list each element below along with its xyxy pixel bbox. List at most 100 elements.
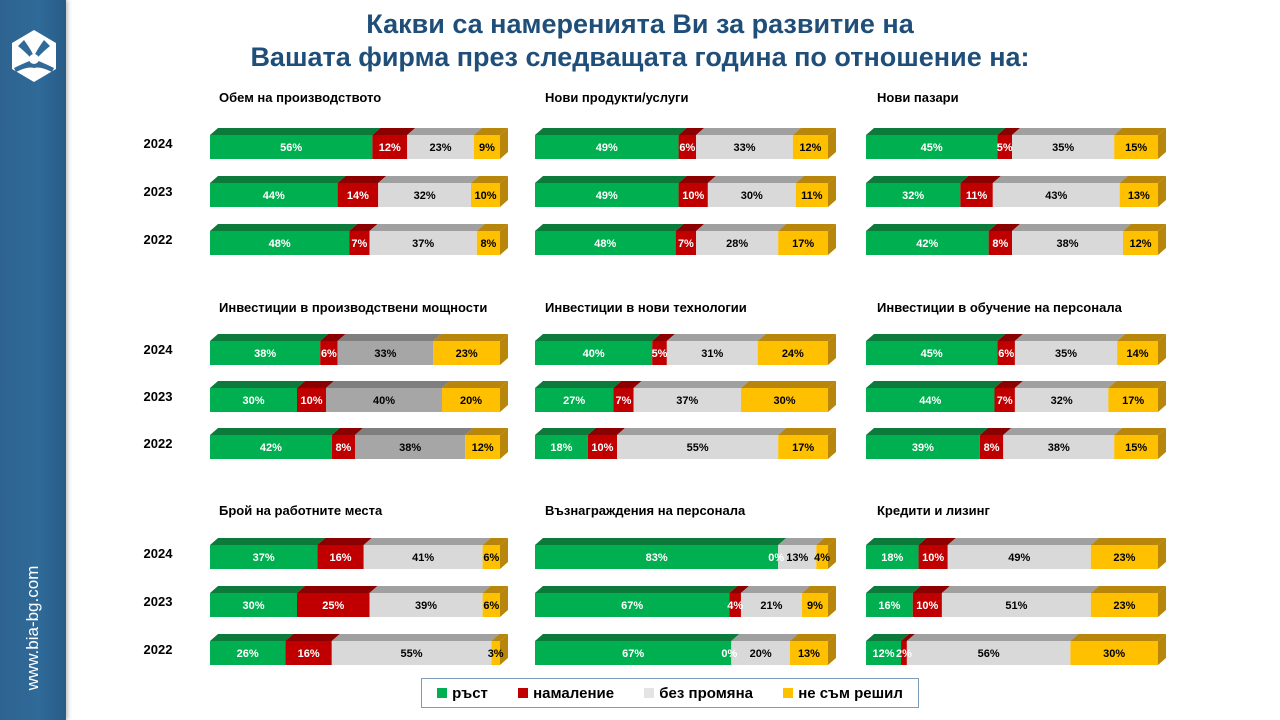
bar-side bbox=[1158, 428, 1166, 459]
bar-segment-no_change bbox=[363, 545, 483, 569]
bar-segment-decrease bbox=[988, 231, 1012, 255]
bar-segment-growth bbox=[535, 341, 653, 365]
bar-segment-no_change bbox=[355, 435, 466, 459]
bar-top-undecided bbox=[1114, 428, 1166, 435]
legend-label: без промяна bbox=[659, 684, 753, 702]
bar-top-decrease bbox=[994, 381, 1023, 388]
bar-segment-undecided bbox=[433, 341, 500, 365]
year-label: 2023 bbox=[143, 594, 173, 609]
bar-top-growth bbox=[866, 538, 927, 545]
data-label-decrease: 5% bbox=[652, 348, 668, 360]
data-label-undecided: 6% bbox=[483, 600, 499, 612]
bar-top-undecided bbox=[1070, 634, 1166, 641]
data-label-no_change: 35% bbox=[1052, 142, 1074, 154]
data-label-growth: 16% bbox=[878, 600, 900, 612]
bar-segment-growth bbox=[866, 641, 902, 665]
sidebar: www.bia-bg.com bbox=[0, 0, 66, 720]
data-label-undecided: 12% bbox=[472, 442, 494, 454]
bar-top-no_change bbox=[778, 538, 825, 545]
bar-side bbox=[828, 334, 836, 365]
data-label-growth: 49% bbox=[596, 190, 618, 202]
data-label-no_change: 32% bbox=[1051, 395, 1073, 407]
chart-title: Брой на работните места bbox=[219, 503, 383, 518]
bar-top-undecided bbox=[1090, 586, 1166, 593]
bar-segment-growth bbox=[535, 593, 730, 617]
bar-top-no_change bbox=[1012, 224, 1131, 231]
bar-segment-no_change bbox=[1003, 435, 1115, 459]
bar-side bbox=[828, 381, 836, 412]
bar-segment-growth bbox=[210, 231, 350, 255]
bar-group: 44% 7% 32% 17% bbox=[866, 381, 1166, 412]
bar-top-undecided bbox=[789, 634, 836, 641]
bar-top-growth bbox=[210, 538, 326, 545]
bar-group: 12% 2% 56% 30% bbox=[866, 634, 1166, 665]
bar-side bbox=[500, 128, 508, 159]
bar-segment-decrease bbox=[317, 545, 364, 569]
data-label-undecided: 23% bbox=[456, 348, 478, 360]
bar-top-undecided bbox=[816, 538, 836, 545]
data-label-growth: 18% bbox=[881, 552, 903, 564]
bar-segment-no_change bbox=[331, 641, 492, 665]
bar-top-growth bbox=[535, 428, 596, 435]
data-label-decrease: 10% bbox=[591, 442, 613, 454]
bar-top-decrease bbox=[317, 538, 372, 545]
bar-top-no_change bbox=[1014, 334, 1126, 341]
bar-side bbox=[500, 334, 508, 365]
bar-segment-growth bbox=[535, 435, 588, 459]
bar-side bbox=[828, 224, 836, 255]
data-label-decrease: 6% bbox=[321, 348, 337, 360]
bar-segment-undecided bbox=[442, 388, 500, 412]
bar-group: 45% 5% 35% 15% bbox=[866, 128, 1166, 159]
bar-segment-no_change bbox=[947, 545, 1091, 569]
bar-segment-no_change bbox=[337, 341, 434, 365]
bar-top-no_change bbox=[633, 381, 749, 388]
data-label-growth: 38% bbox=[254, 348, 276, 360]
bar-top-undecided bbox=[795, 176, 836, 183]
bar-group: 49% 10% 30% 11% bbox=[535, 176, 836, 207]
bar-segment-no_change bbox=[369, 231, 477, 255]
bar-segment-undecided bbox=[778, 435, 828, 459]
bar-top-growth bbox=[535, 538, 787, 545]
bar-top-undecided bbox=[1090, 538, 1166, 545]
bar-top-undecided bbox=[442, 381, 508, 388]
bar-segment-undecided bbox=[465, 435, 500, 459]
bar-group: 44% 14% 32% 10% bbox=[210, 176, 508, 207]
bar-segment-undecided bbox=[473, 135, 500, 159]
data-label-undecided: 15% bbox=[1125, 442, 1147, 454]
data-label-growth: 48% bbox=[269, 238, 291, 250]
data-label-decrease: 16% bbox=[329, 552, 351, 564]
bar-group: 32% 11% 43% 13% bbox=[866, 176, 1166, 207]
data-label-no_change: 32% bbox=[414, 190, 436, 202]
bar-top-no_change bbox=[666, 334, 766, 341]
bar-segment-decrease bbox=[613, 388, 634, 412]
data-label-decrease: 11% bbox=[966, 190, 988, 202]
data-label-no_change: 55% bbox=[401, 648, 423, 660]
bar-top-growth bbox=[210, 334, 329, 341]
bar-top-decrease bbox=[297, 586, 378, 593]
bar-group: 26% 16% 55% 3% bbox=[210, 634, 508, 665]
bar-side bbox=[500, 381, 508, 412]
data-label-decrease: 10% bbox=[300, 395, 322, 407]
data-label-undecided: 4% bbox=[814, 552, 830, 564]
bar-segment-decrease bbox=[675, 231, 697, 255]
bar-top-no_change bbox=[378, 176, 479, 183]
year-label: 2023 bbox=[143, 184, 173, 199]
bar-top-growth bbox=[210, 381, 305, 388]
data-label-no_change: 23% bbox=[430, 142, 452, 154]
data-label-no_change: 28% bbox=[726, 238, 748, 250]
data-label-no_change: 31% bbox=[701, 348, 723, 360]
bar-top-decrease bbox=[297, 381, 334, 388]
bar-side bbox=[1158, 128, 1166, 159]
data-label-decrease: 6% bbox=[998, 348, 1014, 360]
bar-top-no_change bbox=[740, 586, 810, 593]
data-label-growth: 39% bbox=[912, 442, 934, 454]
data-label-growth: 49% bbox=[596, 142, 618, 154]
bar-group: 83% 0% 13% 4% bbox=[535, 538, 836, 569]
chart-title: Инвестиции в нови технологии bbox=[545, 300, 747, 315]
bar-side bbox=[1158, 334, 1166, 365]
legend-swatch-decrease bbox=[518, 688, 529, 698]
data-label-undecided: 6% bbox=[483, 552, 499, 564]
data-label-undecided: 10% bbox=[474, 190, 496, 202]
bar-top-undecided bbox=[465, 428, 508, 435]
data-label-growth: 45% bbox=[921, 142, 943, 154]
